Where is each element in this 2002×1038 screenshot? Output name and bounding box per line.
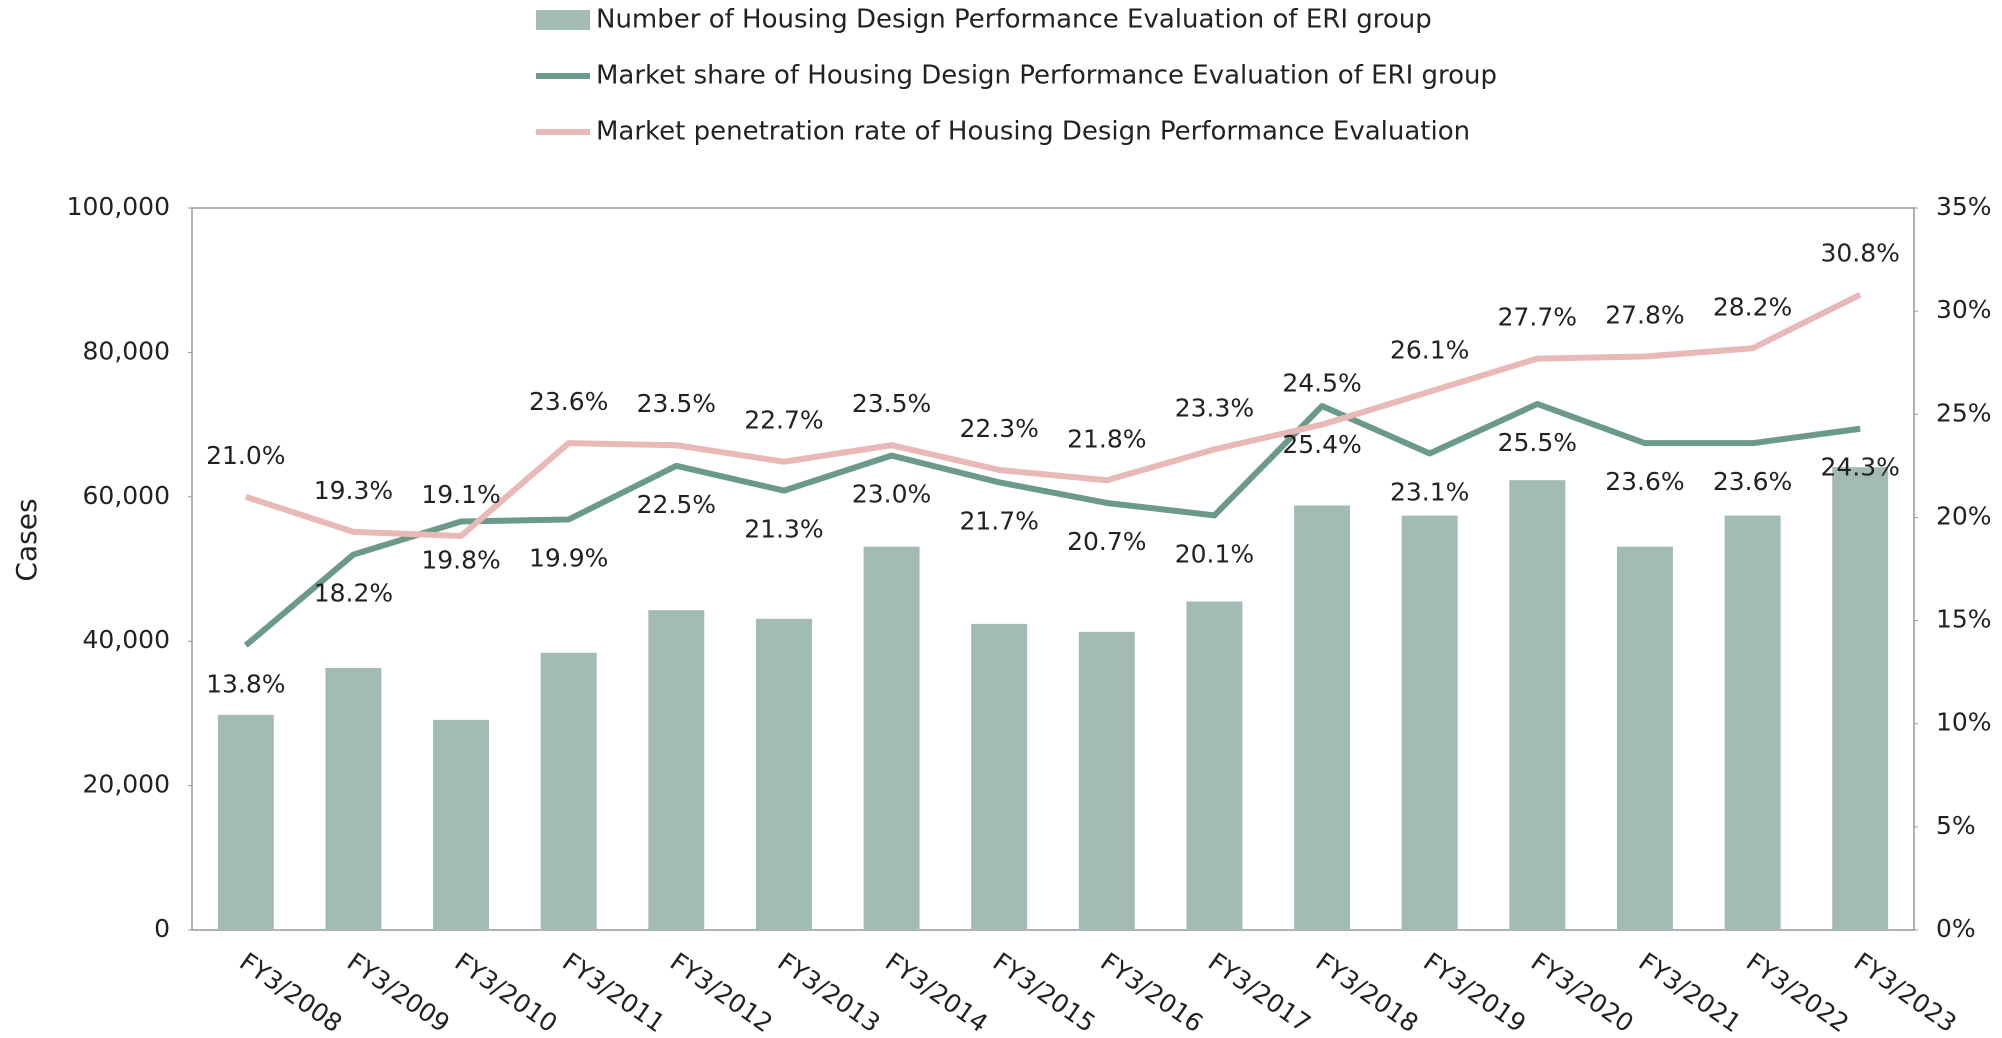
x-tick-label: FY3/2017 xyxy=(1203,947,1316,1038)
plot-frame xyxy=(191,207,1915,931)
x-tick-label: FY3/2011 xyxy=(557,947,670,1038)
legend: Number of Housing Design Performance Eva… xyxy=(536,5,1497,147)
y-tick-label: 20,000 xyxy=(83,770,170,799)
data-label: 18.2% xyxy=(314,579,393,608)
data-label: 20.1% xyxy=(1175,539,1254,568)
bar xyxy=(1294,505,1351,930)
line xyxy=(244,291,1862,539)
legend-label: Market share of Housing Design Performan… xyxy=(596,61,1497,91)
data-label: 24.3% xyxy=(1820,453,1899,482)
x-tick-label: FY3/2013 xyxy=(772,947,885,1038)
data-label: 19.1% xyxy=(421,480,500,509)
bar xyxy=(325,667,382,930)
x-tick-label: FY3/2019 xyxy=(1418,947,1531,1038)
x-tick-label: FY3/2009 xyxy=(342,947,455,1038)
bar xyxy=(1616,546,1673,930)
data-label: 23.6% xyxy=(529,387,608,416)
y2-tick-label: 35% xyxy=(1936,192,1992,221)
y-tick-label: 100,000 xyxy=(67,192,170,221)
y-axis-label: Cases xyxy=(10,498,43,581)
data-label: 22.5% xyxy=(637,490,716,519)
data-label: 20.7% xyxy=(1067,527,1146,556)
x-tick-label: FY3/2008 xyxy=(234,947,347,1038)
data-label: 21.3% xyxy=(744,515,823,544)
bar xyxy=(755,618,812,930)
x-tick-label: FY3/2016 xyxy=(1095,947,1208,1038)
data-label: 21.8% xyxy=(1067,424,1146,453)
bar xyxy=(971,623,1028,930)
y2-tick-label: 0% xyxy=(1936,914,1976,943)
data-label: 22.7% xyxy=(744,406,823,435)
data-label: 30.8% xyxy=(1820,239,1899,268)
data-label: 26.1% xyxy=(1390,336,1469,365)
legend-swatch xyxy=(536,10,590,30)
x-tick-label: FY3/2022 xyxy=(1741,947,1854,1038)
y-tick-label: 60,000 xyxy=(83,481,170,510)
data-label: 24.5% xyxy=(1282,369,1361,398)
bar xyxy=(1186,601,1243,930)
data-label: 27.7% xyxy=(1498,303,1577,332)
y2-tick-label: 30% xyxy=(1936,295,1992,324)
y2-tick-label: 10% xyxy=(1936,708,1992,737)
data-label: 23.6% xyxy=(1713,467,1792,496)
y-tick-label: 0 xyxy=(154,914,170,943)
x-tick-label: FY3/2010 xyxy=(450,947,563,1038)
x-tick-label: FY3/2023 xyxy=(1849,947,1962,1038)
legend-label: Market penetration rate of Housing Desig… xyxy=(596,117,1470,147)
y2-tick-label: 15% xyxy=(1936,605,1992,634)
data-label: 25.4% xyxy=(1282,430,1361,459)
data-label: 22.3% xyxy=(959,414,1038,443)
x-tick-label: FY3/2020 xyxy=(1526,947,1639,1038)
x-tick-label: FY3/2012 xyxy=(665,947,778,1038)
data-label: 19.3% xyxy=(314,476,393,505)
data-label: 25.5% xyxy=(1498,428,1577,457)
data-label: 21.7% xyxy=(959,506,1038,535)
data-label: 23.3% xyxy=(1175,393,1254,422)
data-label: 13.8% xyxy=(206,669,285,698)
x-tick-label: FY3/2021 xyxy=(1633,947,1746,1038)
bar xyxy=(1724,515,1781,930)
x-tick-label: FY3/2015 xyxy=(988,947,1101,1038)
data-label: 23.5% xyxy=(637,389,716,418)
legend-label: Number of Housing Design Performance Eva… xyxy=(596,5,1432,35)
x-tick-label: FY3/2018 xyxy=(1311,947,1424,1038)
data-label: 28.2% xyxy=(1713,292,1792,321)
y-tick-label: 40,000 xyxy=(83,625,170,654)
y-tick-label: 80,000 xyxy=(83,336,170,365)
x-tick-label: FY3/2014 xyxy=(880,947,993,1038)
data-label: 27.8% xyxy=(1605,301,1684,330)
bar xyxy=(1078,631,1135,930)
data-label: 19.8% xyxy=(421,546,500,575)
y2-tick-label: 25% xyxy=(1936,398,1992,427)
data-label: 21.0% xyxy=(206,441,285,470)
data-label: 23.6% xyxy=(1605,467,1684,496)
bar xyxy=(1832,467,1889,930)
bar xyxy=(1401,515,1458,930)
bar xyxy=(217,714,274,930)
line xyxy=(243,400,1861,648)
data-label: 23.5% xyxy=(852,389,931,418)
y2-tick-label: 20% xyxy=(1936,501,1992,530)
y2-tick-label: 5% xyxy=(1936,811,1976,840)
bar xyxy=(863,546,920,930)
bar xyxy=(648,610,705,930)
data-label: 23.1% xyxy=(1390,477,1469,506)
bar xyxy=(1509,480,1566,930)
data-label: 19.9% xyxy=(529,543,608,572)
bar xyxy=(433,719,490,930)
bar xyxy=(540,652,597,930)
data-label: 23.0% xyxy=(852,480,931,509)
